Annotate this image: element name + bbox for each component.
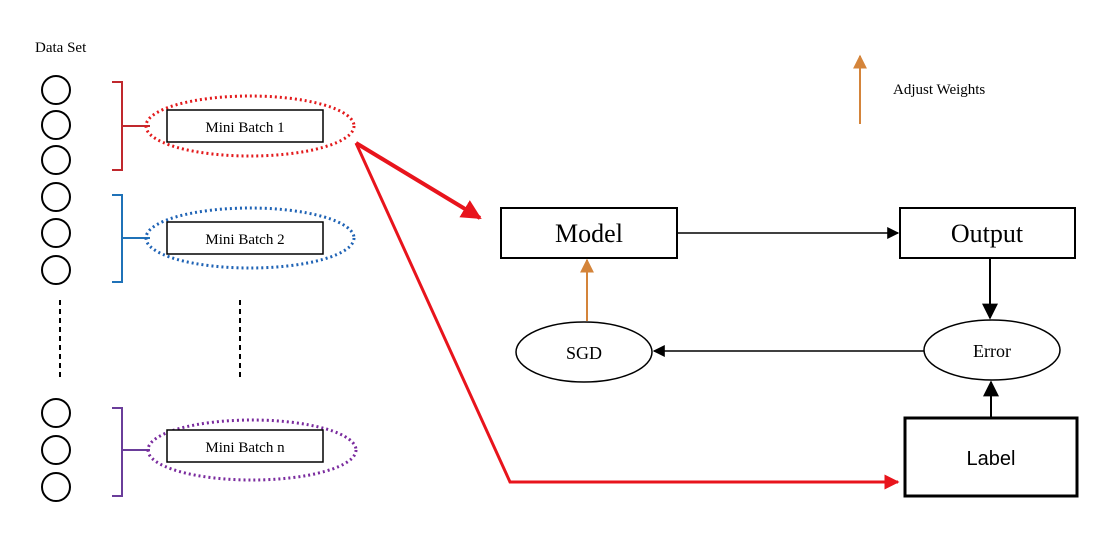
error-node: Error — [923, 319, 1061, 381]
data-points — [41, 75, 71, 502]
output-box — [899, 207, 1076, 259]
data-point — [41, 255, 71, 285]
data-point — [41, 145, 71, 175]
arrow-batch-to-model — [354, 141, 482, 220]
mini-batch-n-label: Mini Batch n — [205, 440, 285, 456]
sgd-ellipse — [515, 321, 653, 383]
model-node: Model — [500, 207, 678, 259]
data-point — [41, 218, 71, 248]
mini-batch-1-label: Mini Batch 1 — [205, 120, 284, 136]
mini-batch-n-ellipse — [146, 418, 358, 482]
label-label: Label — [967, 448, 1016, 470]
model-box — [500, 207, 678, 259]
data-point — [41, 435, 71, 465]
arrow-batch-to-label — [354, 142, 900, 490]
model-label: Model — [555, 219, 623, 248]
label-box — [903, 416, 1079, 498]
mini-batch-2-ellipse — [144, 206, 356, 270]
data-point — [41, 182, 71, 212]
mini-batch-1-box — [166, 109, 324, 143]
mini-batch-1: Mini Batch 1 — [144, 94, 356, 158]
mini-batch-n-box — [166, 429, 324, 463]
data-point — [41, 110, 71, 140]
mini-batch-1-ellipse — [144, 94, 356, 158]
bracket-batch-n — [112, 407, 150, 497]
label-node: Label — [903, 416, 1079, 498]
bracket-batch-1 — [112, 81, 150, 171]
mini-batch-n: Mini Batch n — [146, 418, 358, 482]
output-node: Output — [899, 207, 1076, 259]
error-ellipse — [923, 319, 1061, 381]
legend: Adjust Weights — [853, 54, 985, 124]
output-label: Output — [951, 219, 1024, 248]
mini-batch-2-label: Mini Batch 2 — [205, 232, 284, 248]
mini-batch-2-box — [166, 221, 324, 255]
dataset-title: Data Set — [35, 40, 87, 56]
sgd-label: SGD — [566, 343, 602, 363]
data-point — [41, 472, 71, 502]
bracket-batch-2 — [112, 194, 150, 283]
error-label: Error — [973, 341, 1011, 361]
data-point — [41, 398, 71, 428]
data-point — [41, 75, 71, 105]
mini-batch-2: Mini Batch 2 — [144, 206, 356, 270]
sgd-node: SGD — [515, 321, 653, 383]
legend-adjust-weights-label: Adjust Weights — [893, 82, 985, 98]
